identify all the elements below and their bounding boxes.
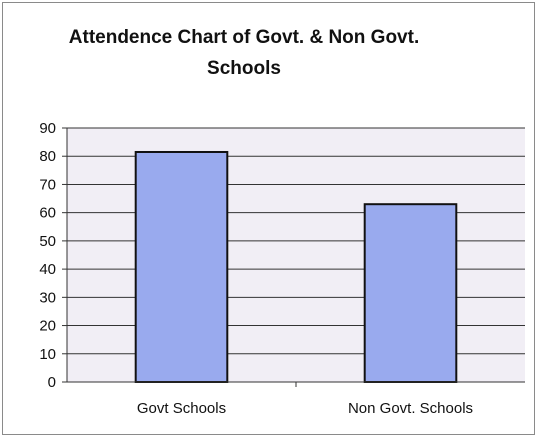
y-tick-label: 10 (39, 346, 56, 363)
axes (62, 127, 525, 387)
y-tick-label: 0 (48, 374, 56, 391)
y-tick-label: 60 (39, 205, 56, 222)
y-tick-label: 70 (39, 176, 56, 193)
chart-title-line-1: Attendence Chart of Govt. & Non Govt. (69, 27, 419, 48)
bar (363, 203, 458, 383)
bars (134, 150, 458, 383)
chart-title-line-2: Schools (207, 58, 281, 79)
y-tick-label: 20 (39, 318, 56, 335)
x-category-labels: Govt Schools Non Govt. Schools (137, 400, 473, 417)
x-category-label: Non Govt. Schools (348, 400, 473, 417)
y-tick-labels: 0 10 20 30 40 50 60 70 80 90 (39, 120, 56, 391)
y-tick-label: 80 (39, 148, 56, 165)
bar (134, 150, 229, 383)
y-tick-label: 30 (39, 289, 56, 306)
y-tick-label: 50 (39, 233, 56, 250)
x-category-label: Govt Schools (137, 400, 226, 417)
y-tick-label: 40 (39, 261, 56, 278)
y-tick-label: 90 (39, 120, 56, 137)
